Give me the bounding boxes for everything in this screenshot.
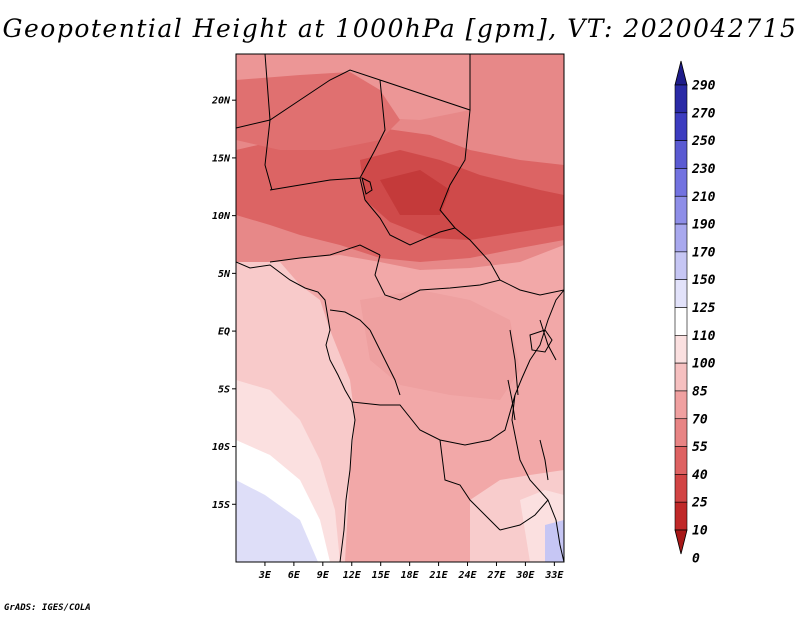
grads-credit: GrADS: IGES/COLA [4,603,91,613]
lat-tick-label: 5N [218,269,231,280]
border-10 [329,309,371,331]
lon-tick-label: 15E [372,570,391,581]
border-8 [269,244,381,263]
border-1 [264,54,273,191]
colorbar-label: 150 [692,273,716,288]
colorbar-swatch [674,307,688,336]
colorbar-swatch [674,335,688,364]
colorbar-swatch [674,418,688,447]
colorbar-swatch [674,501,688,531]
field-band-10-25 [380,170,450,215]
lon-tick-label: 21E [429,570,449,581]
lon-axis: 3E 6E 9E 12E 15E 18E 21E 24E 27E 30E 33E [258,562,564,581]
border-7 [269,177,361,191]
colorbar-swatch [674,112,688,141]
colorbar-swatch [674,223,688,253]
colorbar-swatch [674,251,688,280]
chart-title: Geopotential Height at 1000hPa [gpm], VT… [2,14,798,43]
colorbar-label: 230 [691,162,716,177]
colorbar-label: 40 [692,468,708,483]
lat-tick-label: EQ [218,327,230,338]
lon-tick-label: 9E [317,570,330,581]
lon-tick-label: 24E [457,570,477,581]
border-14 [499,499,549,531]
lon-tick-label: 18E [401,570,420,581]
colorbar: 2902702502302101901701501251101008570554… [674,60,716,566]
field-band-70-85-basin [360,290,520,400]
lat-tick-label: 15N [212,153,231,164]
lon-tick-label: 12E [343,570,362,581]
colorbar-label: 110 [692,329,716,344]
border-3 [359,79,386,201]
colorbar-swatch [674,390,688,420]
border-9 [374,254,564,301]
colorbar-label: 170 [692,245,716,260]
colorbar-label: 70 [692,412,708,427]
colorbar-bottom-triangle [674,529,688,555]
colorbar-swatch [674,168,688,197]
lat-tick-label: 10S [212,442,230,453]
colorbar-swatch [674,446,688,475]
border-6 [364,199,456,246]
colorbar-label: 100 [692,357,716,372]
geopotential-field [236,54,564,562]
lon-tick-label: 6E [288,570,301,581]
border-13 [439,439,501,531]
colorbar-label: 0 [692,551,700,566]
coastline-east [511,289,564,562]
colorbar-label: 250 [691,134,716,149]
lat-tick-label: 5S [218,384,230,395]
colorbar-swatch [674,362,688,392]
colorbar-label: 25 [691,496,708,511]
lon-tick-label: 30E [515,570,535,581]
field-band-40-55-north [236,72,400,150]
colorbar-label: 290 [691,79,716,94]
lake-tanganyika [507,379,516,421]
colorbar-label: 270 [691,106,716,121]
field-band-150-170-se [545,520,564,562]
lake-victoria [529,329,553,353]
colorbar-swatch [674,195,688,225]
border-2 [236,69,381,129]
colorbar-label: 55 [692,440,708,455]
colorbar-swatch [674,140,688,169]
lat-tick-label: 10N [212,211,231,222]
colorbar-swatch [674,474,688,503]
colorbar-label: 85 [692,384,708,399]
colorbar-label: 10 [692,524,708,539]
colorbar-swatch [674,84,688,114]
field-band-125-150 [236,480,318,562]
border-16 [539,319,557,361]
border-15 [509,329,519,396]
lat-tick-label: 15S [212,500,230,511]
lake-malawi [539,439,549,481]
coastline-west [236,261,356,562]
lake-chad [361,177,373,195]
colorbar-top-triangle [674,60,688,86]
border-11 [369,329,401,396]
lon-tick-label: 27E [486,570,506,581]
colorbar-label: 190 [692,218,716,233]
lon-tick-label: 3E [258,570,272,581]
colorbar-label: 210 [691,190,716,205]
map-frame [235,53,565,563]
lat-tick-label: 20N [211,96,231,107]
colorbar-swatch [674,279,688,308]
lon-tick-label: 33E [544,570,564,581]
border-5 [439,109,501,281]
boundaries [236,54,564,562]
lat-axis: 20N 15N 10N 5N EQ 5S 10S 15S [211,96,236,511]
colorbar-label: 125 [692,301,716,316]
